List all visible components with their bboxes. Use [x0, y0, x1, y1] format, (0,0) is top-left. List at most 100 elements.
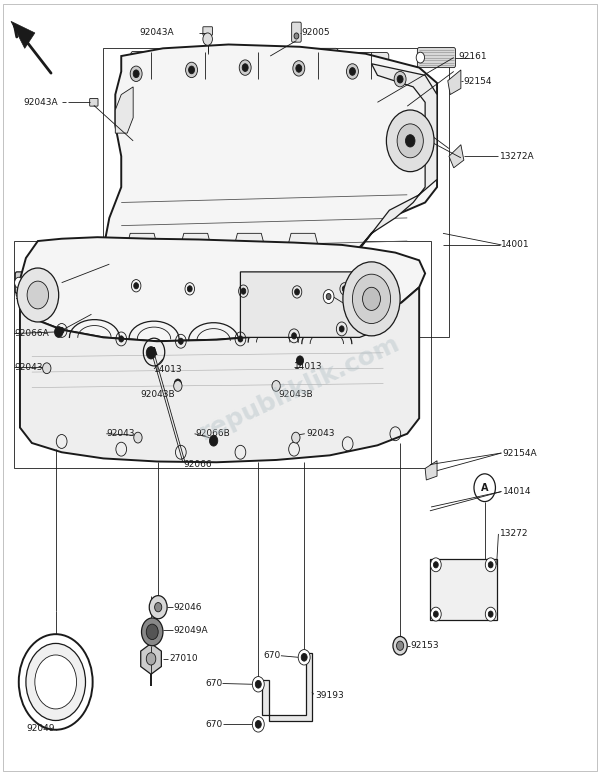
Text: 92049: 92049: [26, 724, 55, 732]
Circle shape: [241, 288, 246, 294]
Circle shape: [55, 326, 63, 337]
FancyBboxPatch shape: [131, 51, 177, 79]
Circle shape: [203, 33, 212, 45]
Circle shape: [256, 721, 261, 728]
Text: 92043: 92043: [306, 429, 334, 438]
Polygon shape: [347, 64, 437, 260]
Circle shape: [174, 379, 181, 388]
Polygon shape: [282, 233, 324, 286]
Circle shape: [146, 624, 158, 639]
Circle shape: [393, 636, 407, 655]
Text: 92005: 92005: [301, 29, 330, 37]
FancyBboxPatch shape: [238, 48, 284, 76]
Circle shape: [239, 60, 251, 75]
Circle shape: [238, 336, 243, 342]
Circle shape: [296, 64, 302, 72]
Circle shape: [485, 607, 496, 621]
Polygon shape: [229, 233, 270, 286]
Polygon shape: [11, 22, 35, 48]
Text: 92043A: 92043A: [139, 29, 174, 37]
FancyBboxPatch shape: [418, 47, 455, 67]
Circle shape: [488, 562, 493, 568]
Text: 670: 670: [205, 720, 223, 728]
FancyBboxPatch shape: [292, 22, 301, 42]
Circle shape: [433, 562, 438, 568]
Circle shape: [253, 717, 264, 732]
FancyBboxPatch shape: [137, 431, 145, 438]
Circle shape: [397, 75, 403, 83]
Circle shape: [430, 558, 441, 572]
Circle shape: [272, 381, 280, 391]
Circle shape: [386, 110, 434, 172]
Circle shape: [253, 677, 264, 692]
FancyBboxPatch shape: [348, 53, 389, 78]
Text: 27010: 27010: [169, 654, 197, 663]
Text: 92043: 92043: [106, 429, 135, 438]
FancyBboxPatch shape: [292, 48, 338, 76]
Circle shape: [362, 288, 380, 311]
Circle shape: [292, 432, 300, 443]
Text: 14013: 14013: [154, 364, 182, 374]
Circle shape: [397, 641, 404, 650]
Circle shape: [134, 432, 142, 443]
Circle shape: [352, 274, 391, 323]
Circle shape: [187, 286, 192, 292]
Circle shape: [430, 607, 441, 621]
Polygon shape: [448, 70, 461, 95]
Circle shape: [130, 66, 142, 81]
Circle shape: [340, 326, 344, 332]
Bar: [14, 241, 431, 468]
Circle shape: [178, 338, 183, 344]
Circle shape: [19, 634, 92, 730]
Circle shape: [14, 277, 23, 288]
Circle shape: [149, 596, 167, 618]
Circle shape: [26, 643, 86, 721]
Circle shape: [397, 124, 424, 158]
Circle shape: [292, 332, 296, 339]
Circle shape: [134, 283, 139, 289]
Circle shape: [43, 363, 51, 374]
Polygon shape: [20, 288, 419, 462]
FancyBboxPatch shape: [15, 272, 64, 294]
Circle shape: [256, 680, 261, 688]
Text: 92161: 92161: [458, 52, 487, 60]
Text: 14001: 14001: [501, 240, 529, 250]
Circle shape: [59, 327, 64, 333]
Text: 92046: 92046: [173, 603, 202, 611]
Text: 92153: 92153: [411, 641, 439, 650]
Text: 92066A: 92066A: [14, 329, 49, 338]
Polygon shape: [425, 460, 437, 480]
Circle shape: [17, 268, 59, 322]
Circle shape: [346, 64, 358, 79]
Text: 92043B: 92043B: [278, 390, 313, 399]
Text: 14013: 14013: [294, 362, 323, 371]
Circle shape: [323, 290, 334, 304]
FancyBboxPatch shape: [295, 431, 303, 438]
Text: 92161: 92161: [14, 292, 43, 301]
Text: 92066C: 92066C: [347, 301, 383, 309]
Circle shape: [209, 436, 218, 446]
Circle shape: [133, 70, 139, 78]
Circle shape: [27, 281, 49, 309]
FancyBboxPatch shape: [89, 98, 98, 106]
Polygon shape: [121, 233, 163, 286]
Circle shape: [293, 60, 305, 76]
Text: 92043A: 92043A: [23, 98, 58, 107]
Bar: [103, 48, 449, 337]
Text: 92049A: 92049A: [173, 626, 208, 635]
Circle shape: [119, 336, 124, 342]
Polygon shape: [20, 237, 425, 341]
Polygon shape: [430, 559, 497, 620]
Circle shape: [326, 294, 331, 300]
FancyBboxPatch shape: [203, 27, 212, 35]
Circle shape: [298, 649, 310, 665]
Polygon shape: [175, 233, 217, 286]
Text: 92066: 92066: [184, 460, 212, 469]
Text: 92043: 92043: [14, 363, 43, 372]
Polygon shape: [241, 272, 389, 337]
Text: 670: 670: [205, 679, 223, 688]
Circle shape: [296, 356, 304, 365]
Text: A: A: [481, 483, 488, 493]
Circle shape: [155, 603, 162, 611]
Polygon shape: [449, 145, 464, 168]
